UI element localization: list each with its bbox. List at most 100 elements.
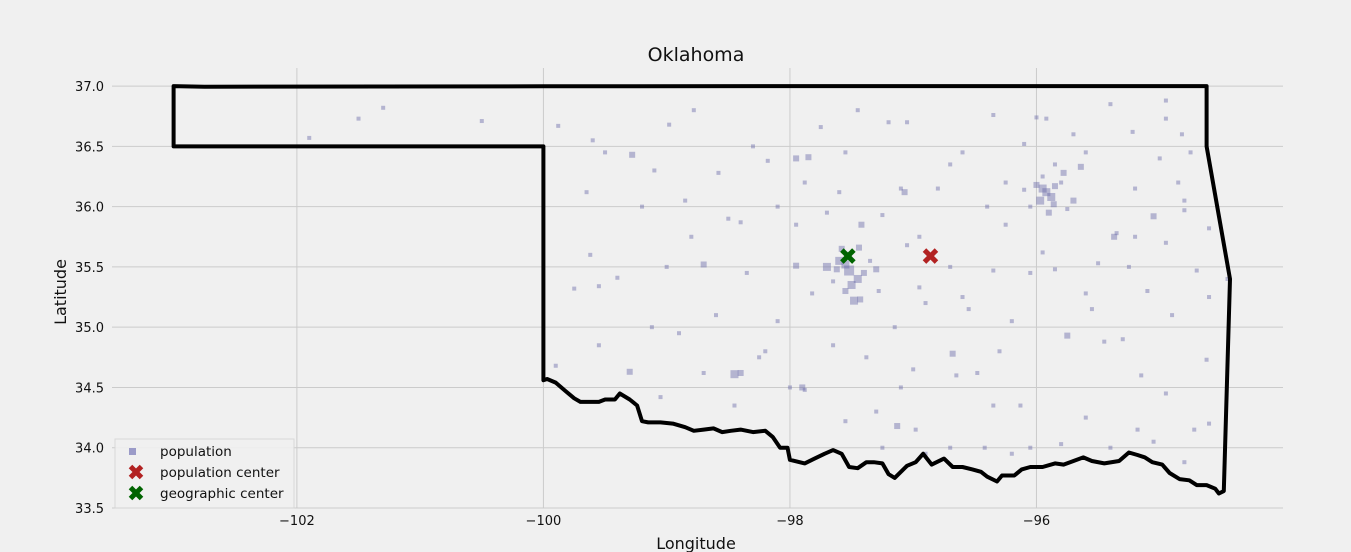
population-point [913,427,918,432]
population-point [868,258,873,263]
population-point [584,190,589,195]
population-point [689,234,694,239]
population-point [1083,150,1088,155]
oklahoma-boundary [171,84,1232,496]
population-point [615,275,620,280]
population-point [700,261,707,268]
legend-population-label: population [160,444,232,460]
population-point [1135,427,1140,432]
population-point [948,162,953,167]
population-point [1052,162,1057,167]
x-tick-labels: −102 −100 −98 −96 [279,514,1050,529]
population-point [911,367,916,372]
population-point [677,331,682,336]
population-point [874,409,879,414]
population-point [787,385,792,390]
population-point [1018,403,1023,408]
population-point [860,269,867,276]
population-point [841,260,850,269]
population-point [855,244,862,251]
y-tick-label: 33.5 [75,502,104,517]
population-point [775,204,780,209]
population-point [1022,187,1027,192]
population-point [1022,141,1027,146]
population-point [1182,198,1187,203]
population-point [1145,289,1150,294]
legend-x-red [128,464,144,480]
population-point [982,445,987,450]
population-point [799,384,806,391]
population-point [1204,357,1209,362]
population-point [667,122,672,127]
population-point [1077,163,1084,170]
population-point [730,370,739,379]
population-point [855,108,860,113]
population-point [1040,174,1045,179]
population-point [590,138,595,143]
population-point [1059,180,1064,185]
population-point [794,222,799,227]
population-point [898,385,903,390]
population-point [793,155,800,162]
population-point [966,307,971,312]
population-point [1059,442,1064,447]
population-point [1003,222,1008,227]
population-point [1182,460,1187,465]
population-point [837,190,842,195]
population-point [626,368,633,375]
population-point [691,108,696,113]
y-tick-label: 35.5 [75,261,104,276]
population-point [556,123,561,128]
population-point [991,403,996,408]
population-point [844,265,855,276]
population-point [1150,213,1157,220]
population-point [775,319,780,324]
population-point [1038,184,1047,193]
population-point [1126,264,1131,269]
population-point [917,285,922,290]
population-point [985,204,990,209]
population-point [1163,391,1168,396]
population-point [1071,132,1076,137]
population-point [850,296,859,305]
y-axis-label: Latitude [51,259,70,325]
population-point [1070,197,1077,204]
population-points [307,98,1230,465]
y-tick-label: 36.5 [75,140,104,155]
chart-title: Oklahoma [648,44,745,66]
population-point [1163,240,1168,245]
population-point [713,313,718,318]
population-point [649,325,654,330]
population-point [831,343,836,348]
legend-x-green [128,485,144,501]
population-point [873,266,880,273]
population-point [954,373,959,378]
legend-population-marker [129,448,136,455]
population-point [1089,307,1094,312]
population-point [1157,156,1162,161]
x-axis-label: Longitude [656,534,736,552]
population-point [901,189,908,196]
population-point [1120,337,1125,342]
population-point [1108,445,1113,450]
population-point [1182,208,1187,213]
population-point [652,168,657,173]
population-point [1176,180,1181,185]
population-center-marker [922,248,939,264]
population-point [1102,339,1107,344]
population-point [793,262,800,269]
population-point [1170,313,1175,318]
population-point [757,355,762,360]
population-point [810,291,815,296]
population-point [975,370,980,375]
population-point [307,135,312,140]
population-point [1225,276,1230,281]
population-point [892,325,897,330]
population-point [1163,116,1168,121]
population-point [822,262,831,271]
center-markers [840,248,939,264]
population-point [1060,169,1067,176]
population-point [553,363,558,368]
population-point [991,113,996,118]
